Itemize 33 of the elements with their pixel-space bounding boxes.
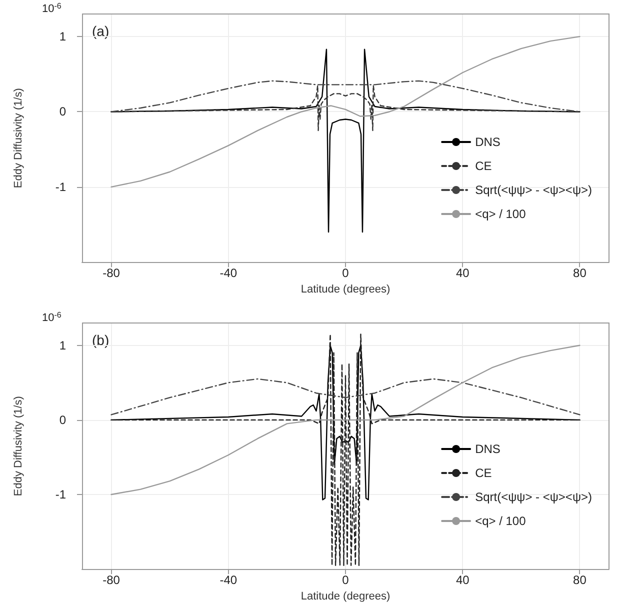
x-tick-label: 0 — [342, 573, 350, 588]
legend-label: CE — [475, 466, 492, 480]
line-series — [110, 80, 580, 112]
y-tick-label: 0 — [59, 104, 66, 119]
x-axis-title: Latitude (degrees) — [300, 284, 390, 296]
legend-label: <q> / 100 — [475, 514, 526, 528]
y-tick-label: 1 — [59, 30, 66, 44]
legend-label: Sqrt(<ψψ> - <ψ><ψ>) — [475, 183, 592, 197]
y-tick-label: -1 — [55, 488, 66, 502]
x-tick-label: -80 — [102, 266, 120, 280]
annotation: (b) — [92, 332, 110, 348]
x-tick-label: 0 — [342, 266, 350, 280]
x-axis-title: Latitude (degrees) — [300, 590, 390, 602]
y-tick-label: -1 — [55, 180, 66, 194]
legend-label: CE — [475, 159, 492, 173]
legend-label: <q> / 100 — [475, 207, 526, 221]
x-tick-label: 40 — [456, 573, 470, 588]
x-tick-label: 80 — [573, 573, 587, 588]
x-tick-label: 80 — [573, 266, 587, 280]
legend-label: DNS — [475, 135, 500, 149]
x-tick-label: -40 — [220, 266, 238, 280]
y-axis-title: Eddy Diffusivity (1/s) — [12, 88, 24, 188]
x-tick-label: -80 — [102, 573, 120, 588]
annotation: (a) — [92, 23, 110, 39]
y-tick-label: 0 — [59, 412, 66, 427]
x-tick-label: -40 — [220, 573, 238, 588]
x-tick-label: 40 — [456, 266, 470, 280]
y-axis-title: Eddy Diffusivity (1/s) — [12, 396, 24, 496]
line-series — [110, 378, 580, 416]
line-series — [110, 84, 580, 132]
legend-label: DNS — [475, 442, 500, 456]
y-tick-label: 1 — [59, 338, 66, 352]
legend-label: Sqrt(<ψψ> - <ψ><ψ>) — [475, 490, 592, 504]
